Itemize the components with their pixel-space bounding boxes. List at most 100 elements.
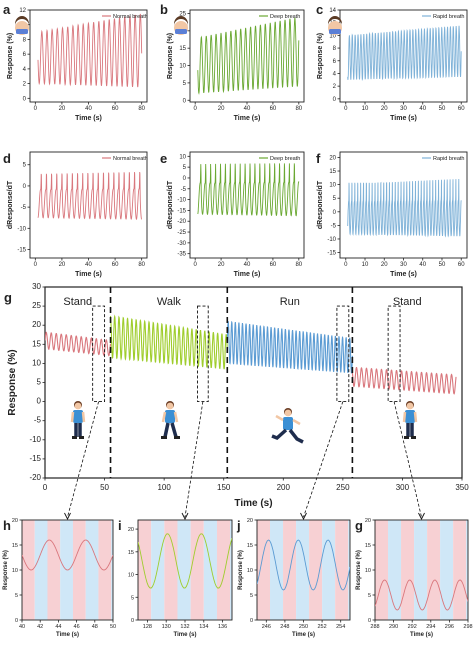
y-tick-label: 0 <box>333 97 337 103</box>
shade-band <box>375 520 389 620</box>
zoom-arrowhead <box>418 512 425 521</box>
y-tick-label: 5 <box>250 593 253 599</box>
running-person-icon <box>271 408 304 444</box>
face <box>406 402 414 410</box>
shade-band <box>151 520 165 620</box>
chart-panel-1: 0204060800510152025Time (s)Response (%)D… <box>160 2 305 122</box>
y-tick-label: 0 <box>15 618 18 624</box>
y-tick-label: -35 <box>177 252 186 258</box>
shade-band <box>47 520 61 620</box>
x-tick-label: 130 <box>162 624 171 630</box>
legs <box>406 423 414 437</box>
y-tick-label: 0 <box>183 98 187 104</box>
x-axis-label: Time (s) <box>410 632 433 638</box>
y-tick-label: 10 <box>128 573 134 579</box>
y-tick-label: 10 <box>179 154 186 160</box>
shoe <box>411 436 416 439</box>
zoom-arrowhead <box>181 512 189 521</box>
y-tick-label: -15 <box>17 248 26 254</box>
y-axis-label: dResponse/dT <box>167 180 174 229</box>
series-line <box>375 579 468 611</box>
x-tick-label: 200 <box>277 483 291 492</box>
x-tick-label: 0 <box>43 483 48 492</box>
arms <box>275 414 301 426</box>
y-tick-label: 10 <box>329 33 336 39</box>
x-tick-label: 290 <box>389 624 398 630</box>
x-tick-label: 250 <box>299 624 308 630</box>
y-tick-label: 6 <box>333 59 337 65</box>
mask <box>16 29 28 34</box>
shade-band <box>440 520 454 620</box>
x-tick-label: 298 <box>463 624 472 630</box>
shoe <box>79 436 84 439</box>
x-tick-label: 20 <box>218 262 225 268</box>
y-tick-label: -5 <box>34 416 42 425</box>
shade-band <box>177 520 191 620</box>
y-tick-label: 0 <box>333 210 337 216</box>
x-tick-label: 40 <box>419 106 426 112</box>
y-tick-label: 10 <box>365 568 371 574</box>
shoe <box>161 436 167 439</box>
x-tick-label: 40 <box>244 106 251 112</box>
standing-person-icon <box>402 401 418 439</box>
chart-panel-9: 246 248 250 252 254 0 5 10 15 20 Time (s) Response … <box>236 518 351 638</box>
shade-band <box>111 520 113 620</box>
panel-label: g <box>355 518 363 533</box>
panel-label: c <box>316 2 323 17</box>
x-tick-label: 0 <box>344 106 348 112</box>
shade-band <box>138 520 152 620</box>
x-tick-label: 44 <box>55 624 61 630</box>
zoom-window <box>387 305 401 403</box>
x-tick-label: 10 <box>362 106 369 112</box>
hair <box>328 16 342 26</box>
chart-panel-8: 128 130 132 134 136 0 5 10 15 20 Time (s) i <box>118 518 233 638</box>
x-tick-label: 48 <box>92 624 98 630</box>
y-axis-label: dResponse/dT <box>7 180 14 229</box>
series-line <box>197 17 300 95</box>
shade-band <box>296 520 310 620</box>
x-tick-label: 250 <box>336 483 350 492</box>
y-tick-label: 15 <box>247 543 253 549</box>
y-axis-label: Response (%) <box>238 550 244 590</box>
x-tick-label: 296 <box>445 624 454 630</box>
y-tick-label: 25 <box>179 11 186 17</box>
x-tick-label: 0 <box>344 262 348 268</box>
face-mask-icon <box>15 16 29 35</box>
x-tick-label: 252 <box>318 624 327 630</box>
y-tick-label: 10 <box>32 358 41 367</box>
shirt <box>405 410 415 423</box>
x-tick-label: 150 <box>217 483 231 492</box>
face <box>74 402 82 410</box>
x-tick-label: 292 <box>408 624 417 630</box>
y-tick-label: -10 <box>17 226 26 232</box>
y-tick-label: 4 <box>23 67 27 73</box>
y-tick-label: 0 <box>368 618 371 624</box>
y-tick-label: 15 <box>329 169 336 175</box>
chart-panel-2: 010203040506002468101214Time (s)Response… <box>316 2 468 122</box>
y-tick-label: 15 <box>179 46 186 52</box>
y-tick-label: 5 <box>368 593 371 599</box>
walking-person-icon <box>161 401 180 439</box>
shade-band <box>34 520 48 620</box>
x-tick-label: 50 <box>110 624 116 630</box>
shade-band <box>414 520 428 620</box>
standing-person-icon <box>70 401 86 439</box>
legend-label: Rapid breath <box>433 14 465 20</box>
x-tick-label: 60 <box>270 106 277 112</box>
y-tick-label: 5 <box>15 593 18 599</box>
y-tick-label: -15 <box>177 208 186 214</box>
shade-band <box>427 520 441 620</box>
y-tick-label: 5 <box>183 165 187 171</box>
y-tick-label: -5 <box>181 187 187 193</box>
y-tick-label: 0 <box>250 618 253 624</box>
shade-band <box>309 520 323 620</box>
panel-label: a <box>3 2 11 17</box>
x-tick-label: 50 <box>100 483 109 492</box>
legend-label: Normal breath <box>113 14 148 20</box>
x-tick-label: 288 <box>370 624 379 630</box>
y-tick-label: 0 <box>23 96 27 102</box>
series-line <box>109 314 228 370</box>
